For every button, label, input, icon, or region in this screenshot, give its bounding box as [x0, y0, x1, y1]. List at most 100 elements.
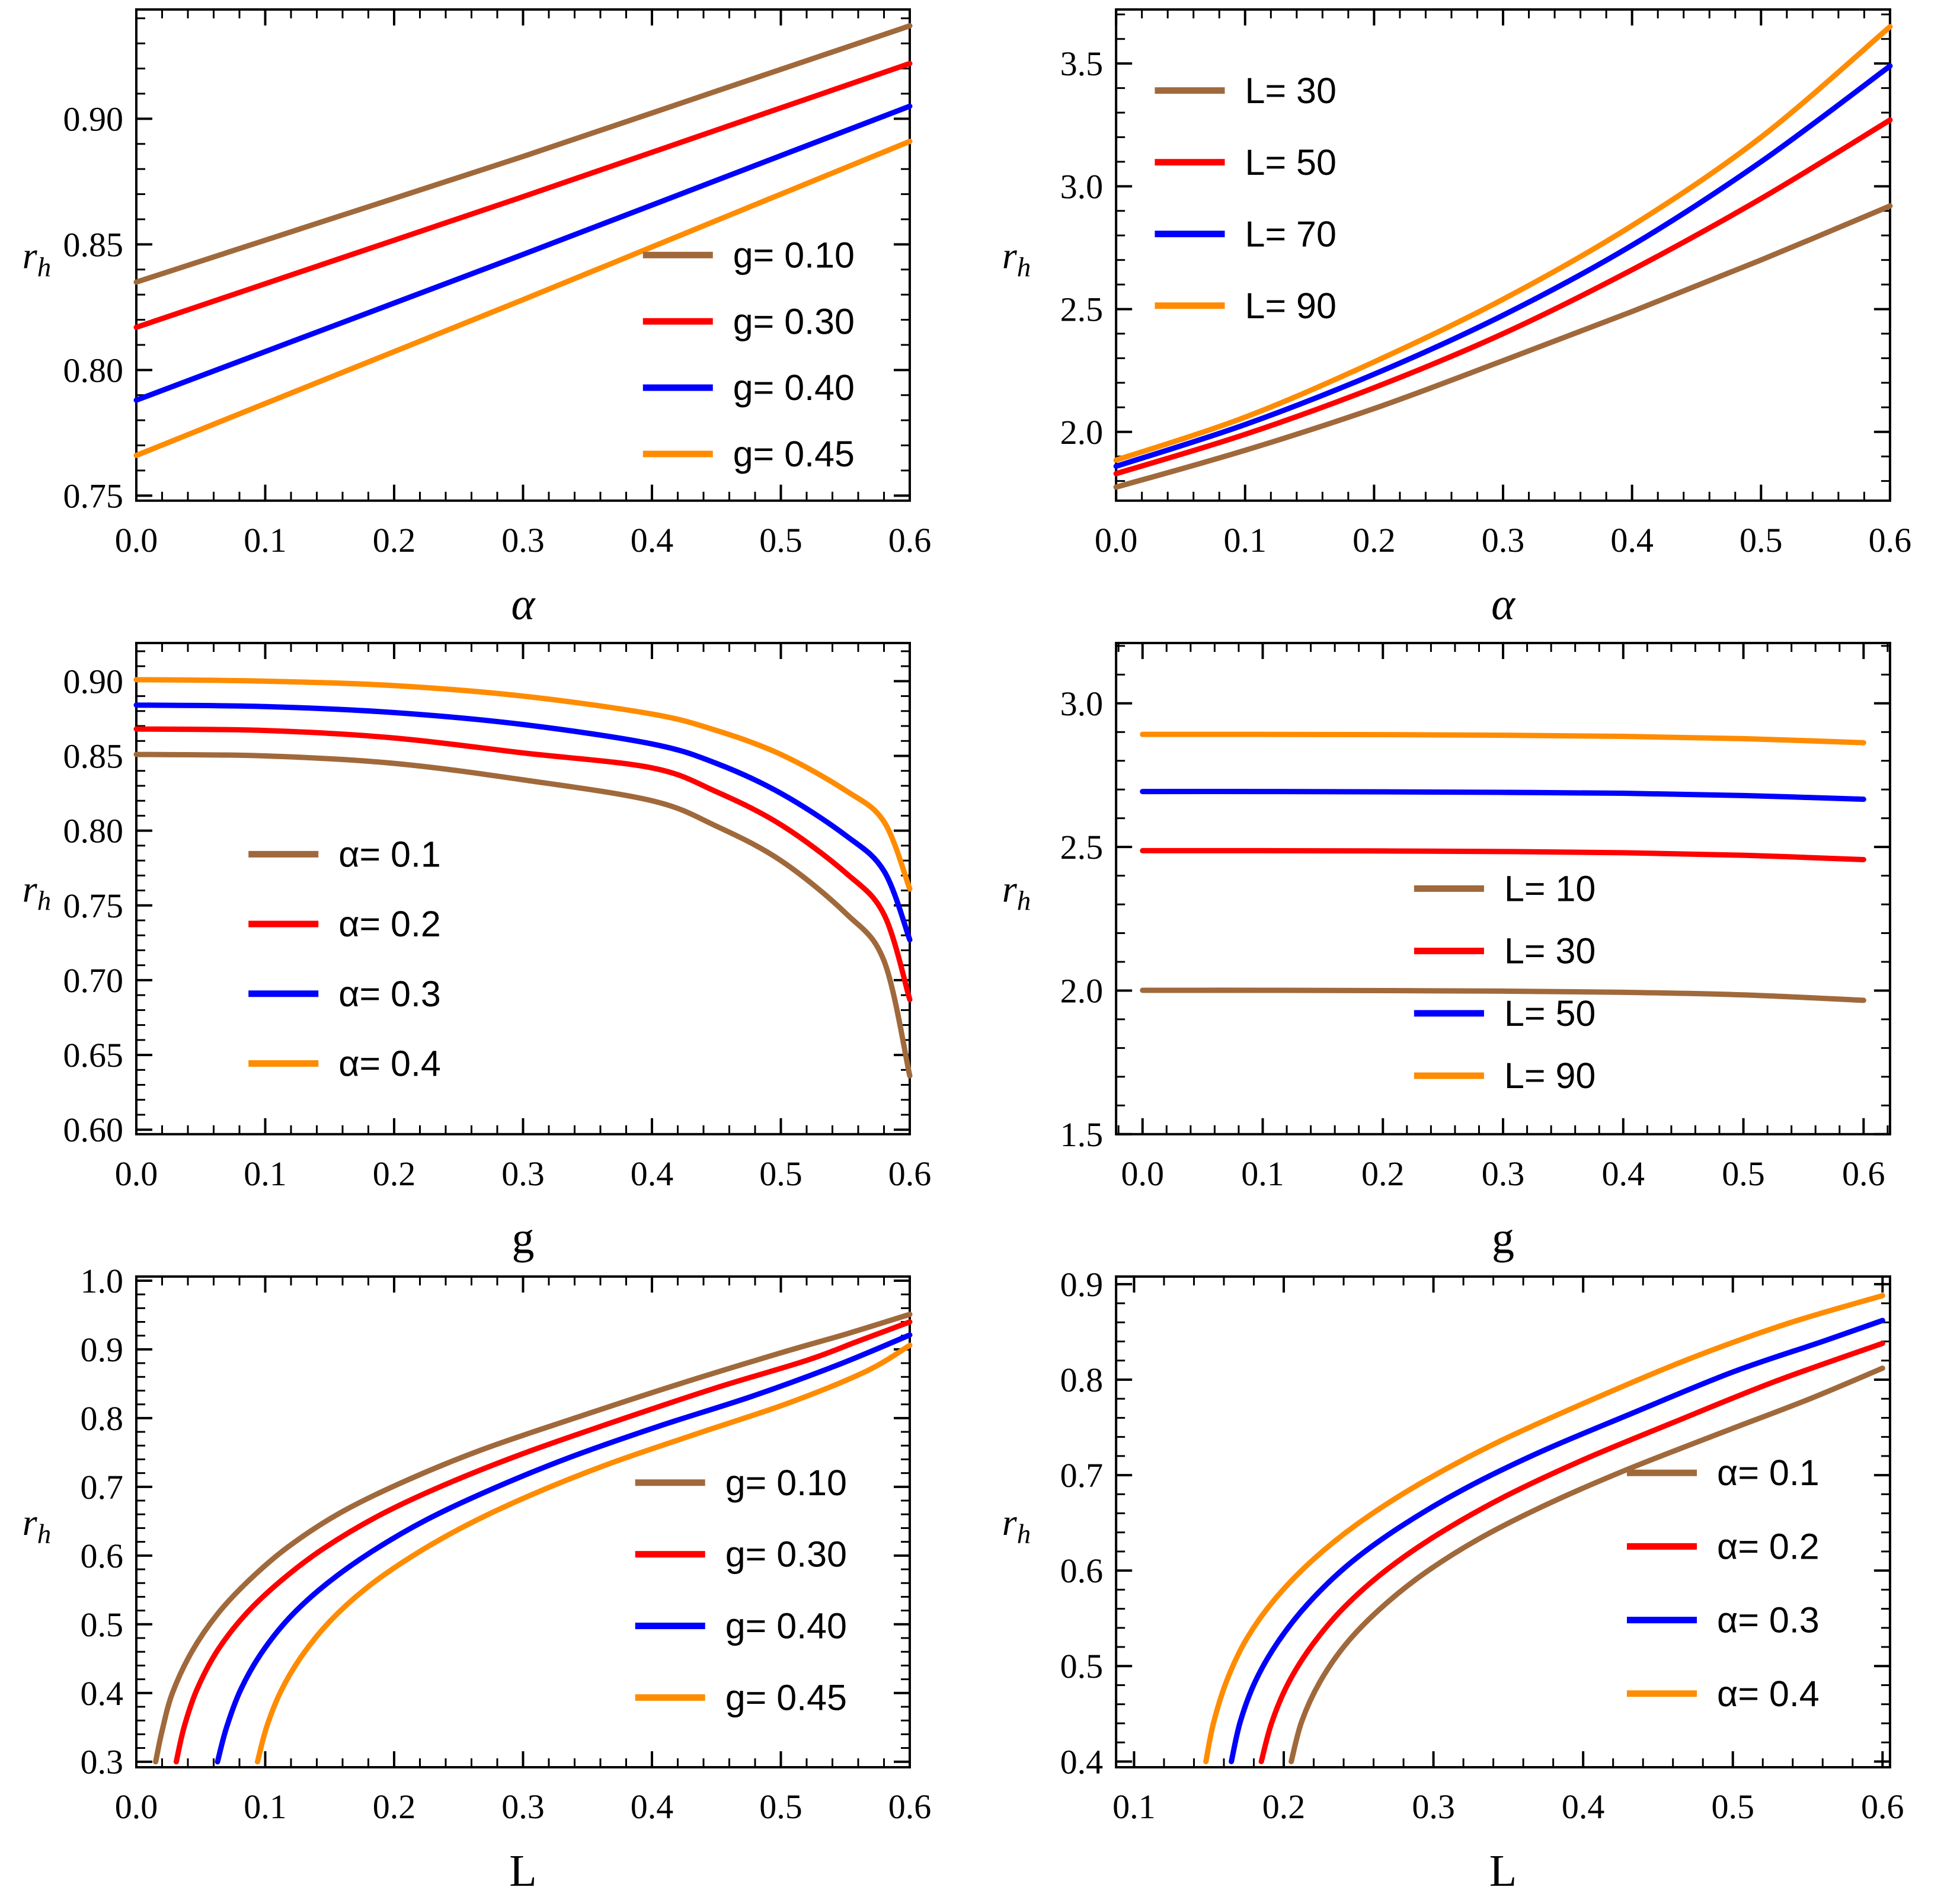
plot-rh-vs-g-by-alpha: 0.0 0.1 0.2 0.3 0.4 0.5 0.6 0.60 0.65 0.70 0.75 0.8…	[23, 642, 932, 1263]
x-tick-label: 0.3	[501, 1787, 545, 1826]
y-tick-label: 0.75	[63, 887, 123, 925]
y-tick-label: 0.85	[63, 737, 123, 775]
x-tick-label: 0.4	[1610, 521, 1654, 559]
x-tick-label: 0.1	[1224, 521, 1267, 559]
legend: g= 0.10 g= 0.30 g= 0.40 g= 0.45	[635, 1463, 847, 1717]
x-tick-label: 0.0	[115, 1154, 158, 1193]
ticks	[1116, 643, 1890, 1135]
tick-labels: 0.0 0.1 0.2 0.3 0.4 0.5 0.6 2.0 2.5 3.0 3.5	[1060, 44, 1912, 559]
curve-α-0-2	[1258, 1341, 1885, 1764]
ticks	[1116, 1277, 1890, 1767]
x-tick-label: 0.3	[1412, 1787, 1455, 1826]
x-tick-label: 0.4	[1602, 1154, 1645, 1193]
x-tick-label: 0.5	[1711, 1787, 1754, 1826]
curve-α-0-2	[133, 726, 913, 1003]
curve-L-70	[1113, 63, 1893, 469]
series	[153, 1312, 913, 1765]
plot-cell-rh-vs-alpha-by-L: 0.0 0.1 0.2 0.3 0.4 0.5 0.6 2.0 2.5 3.0 3.5 α rh L= 3…	[980, 0, 1960, 634]
plot-cell-rh-vs-L-by-g: 0.0 0.1 0.2 0.3 0.4 0.5 0.6 0.3 0.4 0.5 0.6 0.7 0.8 0…	[0, 1267, 980, 1900]
curve-α-0-1	[133, 751, 913, 1079]
y-tick-label: 0.3	[81, 1743, 124, 1781]
curve-α-0-4	[133, 677, 913, 892]
x-tick-label: 0.5	[759, 521, 802, 559]
y-axis-label: rh	[1002, 1501, 1031, 1550]
tick-labels: 0.0 0.1 0.2 0.3 0.4 0.5 0.6 0.60 0.65 0.70 0.75 0.8…	[63, 662, 932, 1193]
legend-label: g= 0.40	[725, 1606, 847, 1646]
x-tick-label: 0.2	[373, 521, 415, 559]
plot-cell-rh-vs-g-by-L: 0.0 0.1 0.2 0.3 0.4 0.5 0.6 1.5 2.0 2.5 3.0 g rh L= 1…	[980, 634, 1960, 1267]
curve-L-50	[1140, 789, 1866, 802]
x-tick-label: 0.5	[1722, 1154, 1765, 1193]
tick-labels: 0.1 0.2 0.3 0.4 0.5 0.6 0.4 0.5 0.6 0.7 0.8 0.9	[1060, 1267, 1904, 1826]
legend: g= 0.10 g= 0.30 g= 0.40 g= 0.45	[642, 235, 855, 474]
curve-L-30	[1113, 203, 1893, 490]
y-tick-label: 0.90	[63, 662, 123, 700]
curve-g-0-45	[133, 139, 913, 458]
legend-label: α= 0.3	[1717, 1600, 1820, 1640]
x-tick-label: 0.4	[631, 1154, 673, 1193]
x-tick-label: 0.4	[631, 1787, 674, 1826]
legend-label: α= 0.4	[1717, 1674, 1820, 1714]
legend-label: L= 90	[1245, 286, 1336, 326]
legend-label: α= 0.1	[338, 834, 441, 874]
y-tick-label: 0.85	[63, 225, 123, 264]
y-axis-label: rh	[23, 868, 51, 916]
x-tick-label: 0.2	[1353, 521, 1396, 559]
legend-label: α= 0.2	[338, 904, 441, 944]
y-tick-label: 1.0	[81, 1267, 124, 1300]
curve-g-0-30	[173, 1319, 913, 1765]
y-tick-label: 0.5	[81, 1605, 124, 1644]
x-axis-label: α	[1491, 580, 1516, 629]
legend-label: α= 0.4	[338, 1043, 441, 1083]
ticks	[1115, 9, 1891, 501]
y-tick-label: 3.5	[1060, 44, 1104, 83]
x-tick-label: 0.0	[115, 1787, 158, 1826]
y-tick-label: 0.7	[1060, 1456, 1104, 1495]
plot-rh-vs-alpha-by-L: 0.0 0.1 0.2 0.3 0.4 0.5 0.6 2.0 2.5 3.0 3.5 α rh L= 3…	[1002, 8, 1912, 629]
curve-α-0-3	[1229, 1317, 1885, 1764]
legend: L= 30 L= 50 L= 70 L= 90	[1155, 71, 1336, 326]
plot-rh-vs-g-by-L: 0.0 0.1 0.2 0.3 0.4 0.5 0.6 1.5 2.0 2.5 3.0 g rh L= 1…	[1002, 642, 1891, 1263]
legend-label: g= 0.30	[725, 1534, 847, 1575]
legend-label: g= 0.45	[725, 1677, 847, 1717]
y-axis-label: rh	[23, 234, 51, 283]
legend-label: L= 90	[1504, 1055, 1596, 1096]
y-tick-label: 0.8	[1060, 1361, 1104, 1399]
legend-label: L= 10	[1504, 868, 1596, 909]
y-tick-label: 0.70	[63, 961, 123, 1000]
y-tick-label: 2.5	[1060, 828, 1104, 866]
legend-label: L= 30	[1245, 71, 1336, 111]
x-tick-label: 0.3	[501, 521, 544, 559]
x-tick-label: 0.2	[1361, 1154, 1405, 1193]
curve-α-0-1	[1288, 1365, 1885, 1764]
y-tick-label: 1.5	[1060, 1115, 1104, 1154]
x-tick-label: 0.4	[631, 521, 673, 559]
y-tick-label: 0.9	[1060, 1267, 1104, 1304]
x-tick-label: 0.1	[244, 521, 286, 559]
curve-g-0-40	[215, 1332, 913, 1765]
curve-g-0-40	[133, 103, 913, 403]
y-tick-label: 0.75	[63, 476, 123, 515]
y-tick-label: 0.8	[81, 1399, 124, 1438]
y-tick-label: 3.0	[1060, 167, 1104, 206]
tick-labels: 0.0 0.1 0.2 0.3 0.4 0.5 0.6 0.3 0.4 0.5 0.6 0.7 0.8 0…	[81, 1267, 932, 1826]
x-tick-label: 0.4	[1562, 1787, 1605, 1826]
curve-L-90	[1140, 731, 1866, 746]
tick-labels: 0.0 0.1 0.2 0.3 0.4 0.5 0.6 0.75 0.80 0.85 0.90	[63, 100, 932, 559]
y-tick-label: 0.90	[63, 100, 123, 138]
ticks	[135, 9, 911, 501]
x-tick-label: 0.1	[1112, 1787, 1156, 1826]
series	[133, 23, 913, 458]
x-axis-label: g	[1492, 1213, 1514, 1263]
curve-L-30	[1140, 847, 1866, 862]
x-tick-label: 0.5	[759, 1787, 802, 1826]
curve-g-0-30	[133, 60, 913, 330]
x-tick-label: 0.0	[115, 521, 158, 559]
x-tick-label: 0.1	[244, 1154, 286, 1193]
x-tick-label: 0.6	[888, 521, 931, 559]
y-tick-label: 2.5	[1060, 290, 1104, 329]
x-tick-label: 0.5	[1740, 521, 1783, 559]
x-tick-label: 0.3	[1482, 1154, 1525, 1193]
legend-label: α= 0.3	[338, 974, 441, 1014]
